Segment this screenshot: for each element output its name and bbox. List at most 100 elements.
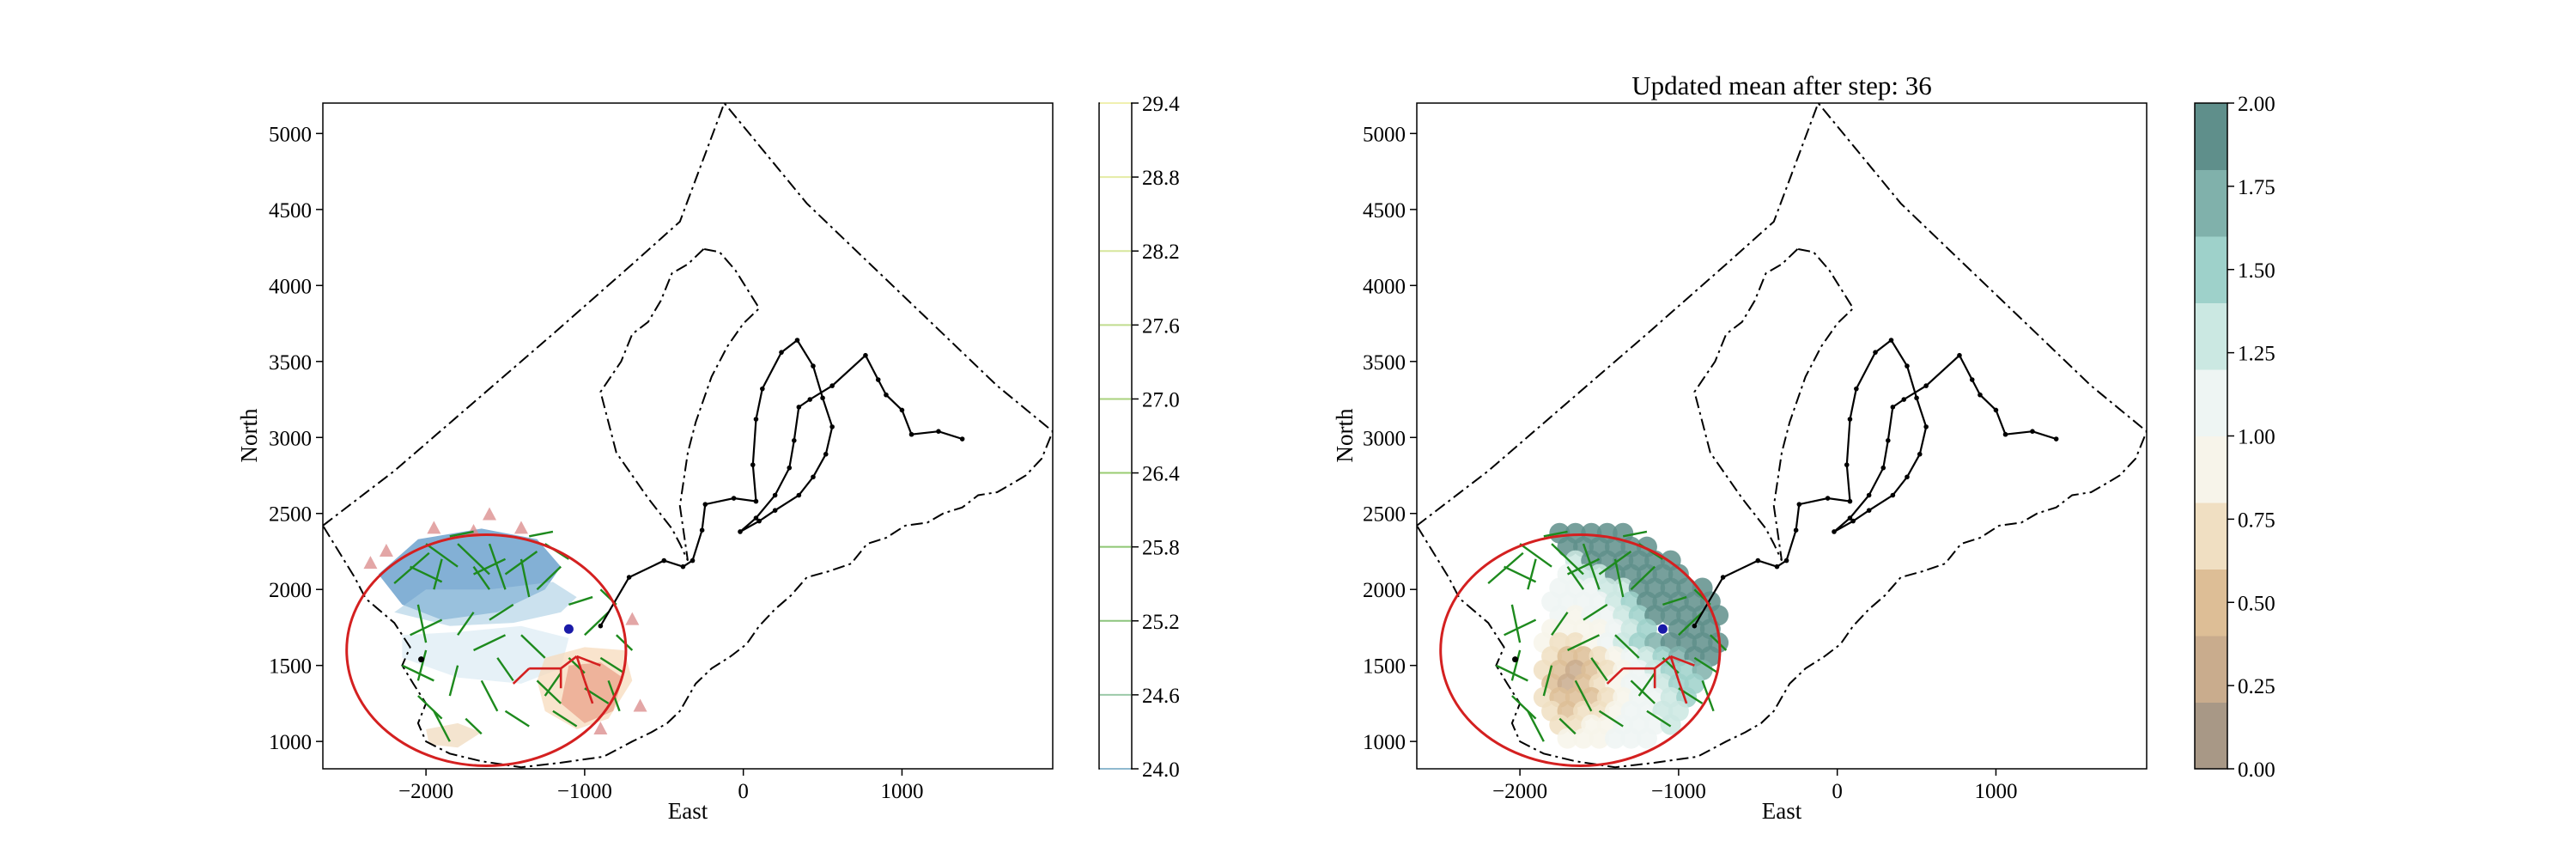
left-track-point — [796, 492, 802, 498]
left-track-point — [899, 407, 905, 413]
right-green-segment — [1630, 679, 1656, 704]
left-triangle-marker — [625, 612, 640, 625]
right-x-tick-label: −1000 — [1651, 780, 1706, 803]
right-green-segment — [1542, 665, 1553, 697]
right-x-tick-label: −2000 — [1492, 780, 1547, 803]
left-colorbar-tick-label: 28.8 — [1142, 167, 1180, 190]
right-track-point — [1886, 438, 1891, 443]
right-green-segment — [1693, 656, 1719, 674]
right-x-axis-label: East — [1762, 798, 1802, 824]
left-track-point — [626, 575, 632, 580]
left-contour-region-sand-low — [426, 722, 482, 748]
right-green-segment — [1583, 603, 1608, 621]
right-x-tick-label: 0 — [1832, 780, 1843, 803]
left-track-point — [753, 417, 759, 422]
left-track-point — [820, 395, 825, 401]
left-track-point — [796, 405, 802, 410]
right-green-segment — [1519, 543, 1552, 568]
right-scatter-point — [1573, 728, 1595, 749]
left-green-segment — [552, 710, 578, 728]
right-track-point — [1888, 338, 1894, 343]
right-track-point — [1720, 575, 1726, 580]
left-track-point — [753, 515, 759, 521]
right-green-segment — [1598, 710, 1624, 728]
right-red-segment — [1654, 655, 1672, 670]
left-track-point — [699, 527, 705, 533]
left-y-tick-label: 3000 — [269, 427, 312, 450]
right-y-ticks: 1000 1500 2000 2500 3000 3500 4000 4500 5000 — [1363, 123, 1417, 754]
right-colorbar-band — [2195, 302, 2227, 370]
left-colorbar-tick-label: 27.0 — [1142, 388, 1180, 411]
right-track-point — [1917, 451, 1923, 457]
right-colorbar-band — [2195, 369, 2227, 436]
right-track-point — [2030, 429, 2035, 434]
right-green-segment — [1630, 565, 1656, 591]
left-triangle-marker — [633, 698, 647, 712]
right-y-tick-label: 3000 — [1363, 427, 1406, 450]
right-track-point — [1905, 474, 1910, 480]
right-colorbar-band — [2195, 169, 2227, 237]
left-triangle-marker — [379, 543, 393, 557]
right-y-axis-label: North — [1332, 408, 1358, 462]
right-panel: Updated mean after step: 36 −2000 −1000 0 1… — [1332, 70, 2275, 824]
left-search-ellipse — [345, 533, 628, 767]
right-green-segment — [1646, 710, 1672, 728]
left-green-segment — [504, 710, 530, 728]
left-green-segment — [520, 634, 546, 659]
left-x-tick-label: −2000 — [398, 780, 453, 803]
left-green-segment — [416, 604, 428, 643]
right-track-point — [1783, 557, 1789, 564]
right-track-point — [1844, 462, 1850, 467]
left-red-segment — [576, 655, 601, 667]
left-track-point — [863, 352, 868, 358]
right-colorbar-band — [2195, 236, 2227, 303]
right-scatter-layer — [1533, 522, 1729, 749]
left-green-segment — [480, 679, 499, 712]
left-track-point — [829, 383, 835, 388]
right-y-tick-label: 3500 — [1363, 351, 1406, 375]
right-track-point — [2002, 431, 2008, 437]
right-scatter-point — [1557, 728, 1578, 749]
right-track-point — [1866, 508, 1872, 514]
left-colorbar-frame — [1098, 102, 1133, 770]
left-green-segment — [465, 717, 483, 735]
right-inner-boundary — [1693, 247, 1855, 562]
right-track-point — [1774, 564, 1780, 570]
right-green-segment — [1613, 558, 1625, 598]
left-track-point — [829, 424, 835, 430]
left-x-axis-label: East — [668, 798, 708, 824]
left-green-segment — [417, 695, 443, 720]
left-y-tick-label: 2000 — [269, 579, 312, 602]
left-reference-point — [418, 656, 425, 663]
right-track-point — [1866, 492, 1872, 498]
left-map-layer — [323, 103, 1053, 769]
right-colorbar-tick-label: 0.75 — [2238, 509, 2275, 532]
right-green-segment — [1567, 557, 1601, 576]
left-green-segment — [473, 557, 507, 576]
left-green-segment — [410, 618, 443, 637]
right-track-point — [1890, 492, 1896, 498]
right-colorbar-band — [2195, 636, 2227, 703]
left-red-segment — [575, 655, 586, 681]
right-green-segment — [1527, 710, 1545, 742]
left-triangle-marker — [483, 507, 497, 521]
left-triangle-marker — [427, 521, 441, 534]
left-track-point — [811, 363, 816, 369]
right-y-tick-label: 5000 — [1363, 123, 1406, 146]
right-track-point — [1880, 465, 1886, 471]
left-y-tick-label: 1500 — [269, 655, 312, 679]
right-colorbar: 0.00 0.25 0.50 0.75 1.00 1.25 1.50 1.75 2.00 — [2194, 93, 2275, 782]
right-colorbar-tick-label: 2.00 — [2238, 93, 2275, 116]
right-green-segment — [1495, 664, 1528, 682]
right-green-segment — [1614, 634, 1640, 659]
right-track-point — [1854, 386, 1859, 392]
left-plot-area — [323, 103, 1053, 769]
left-track-line — [599, 338, 963, 627]
right-green-segment — [1551, 612, 1569, 636]
right-track-point — [1847, 498, 1853, 504]
left-panel: −2000 −1000 0 1000 1000 1500 2000 2500 3000 3500… — [236, 93, 1180, 824]
left-green-segment — [472, 565, 491, 590]
left-track-point — [756, 518, 762, 524]
left-green-segment — [449, 530, 474, 538]
right-plot-area — [1417, 103, 2147, 769]
